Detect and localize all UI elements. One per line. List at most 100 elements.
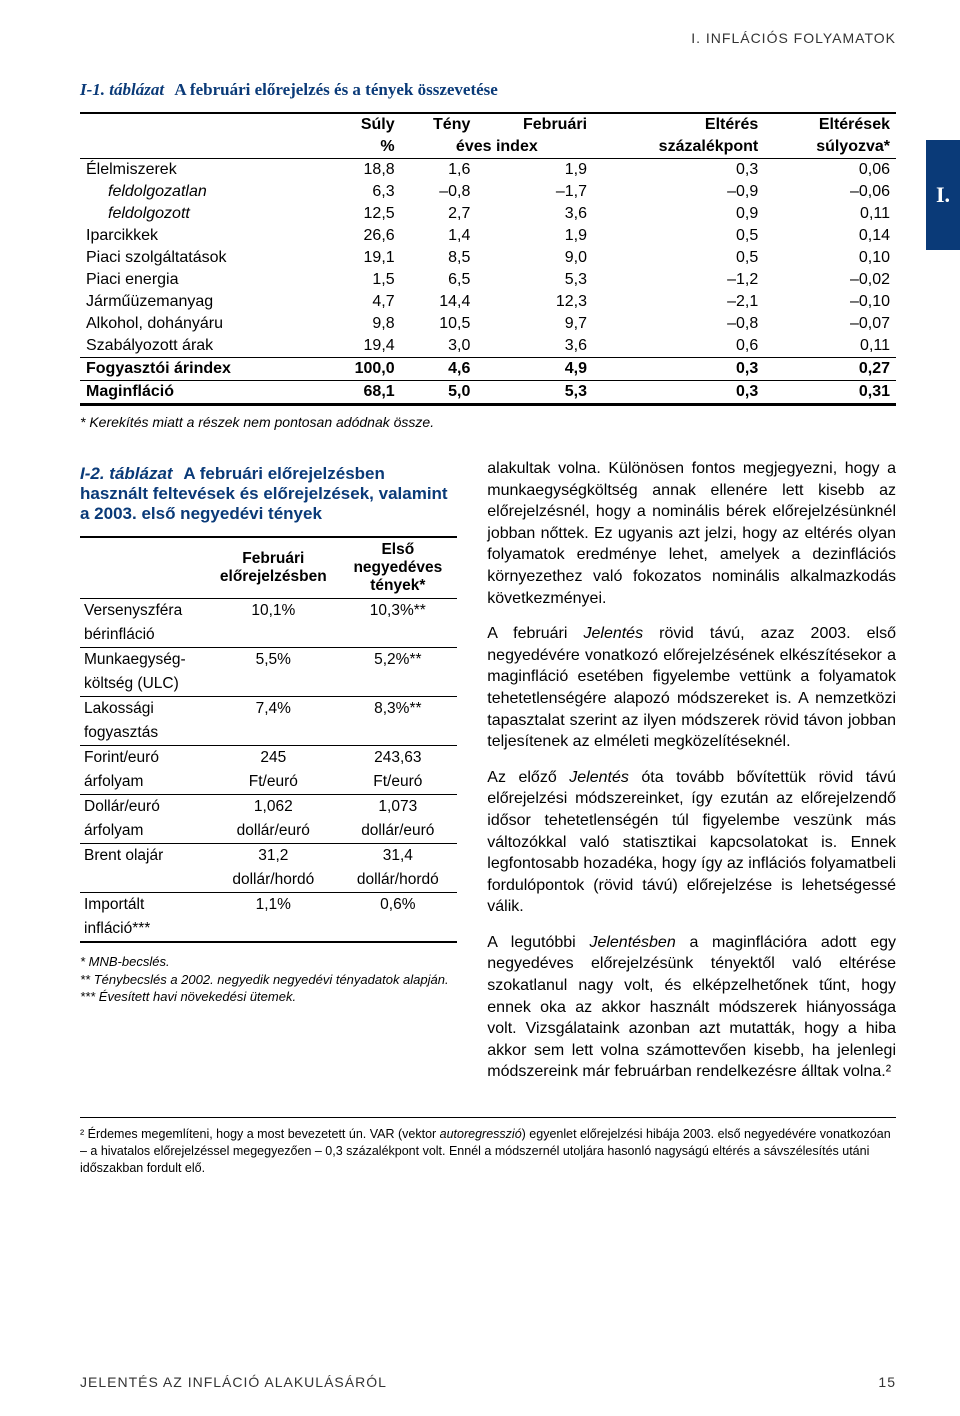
t2-cell (208, 623, 338, 648)
t2-cell: dollár/euró (208, 819, 338, 844)
t1-row-label: Járműüzemanyag (80, 291, 321, 313)
t2-row-label: Munkaegység- (80, 648, 208, 673)
t2-cell: dollár/euró (338, 819, 457, 844)
t1-cell: 0,14 (764, 225, 896, 247)
t1-cell: 6,3 (321, 181, 401, 203)
t2-cell: 8,3%** (338, 697, 457, 722)
t1-h-pct: % (321, 136, 401, 159)
t1-row-label: feldolgozott (80, 203, 321, 225)
section-tab: I. (926, 140, 960, 250)
t1-cell: 6,5 (401, 269, 477, 291)
t1-total-cell: 5,3 (476, 381, 593, 404)
t2-cell: 243,63 (338, 746, 457, 771)
t2-cell: 10,1% (208, 599, 338, 624)
t1-cell: 0,5 (593, 225, 764, 247)
t1-cell: 8,5 (401, 247, 477, 269)
t1-h-eltsuly: Eltérések (764, 113, 896, 136)
table1-footnote: * Kerekítés miatt a részek nem pontosan … (80, 414, 896, 430)
t2-cell: 5,5% (208, 648, 338, 673)
t1-cell: 9,8 (321, 313, 401, 335)
running-head: I. INFLÁCIÓS FOLYAMATOK (80, 30, 896, 46)
p2c: rövid távú, azaz 2003. első negyedévére … (487, 625, 896, 750)
t1-cell: 3,0 (401, 335, 477, 358)
t1-cell: 12,3 (476, 291, 593, 313)
table1-caption-num: I-1. táblázat (80, 80, 164, 99)
t2-row-label (80, 868, 208, 893)
p2b: Jelentés (583, 625, 643, 642)
t1-cell: –0,10 (764, 291, 896, 313)
t1-cell: 14,4 (401, 291, 477, 313)
t1-total-cell: 0,27 (764, 358, 896, 381)
t1-row-label: Piaci szolgáltatások (80, 247, 321, 269)
t2-h2: Első negyedéves tények* (338, 537, 457, 599)
t2-row-label: Versenyszféra (80, 599, 208, 624)
t1-h-febr: Februári (476, 113, 593, 136)
t1-cell: 0,3 (593, 159, 764, 182)
t1-cell: 1,6 (401, 159, 477, 182)
t1-cell: 1,4 (401, 225, 477, 247)
t2-cell (338, 623, 457, 648)
fn2-ital: autoregresszió (440, 1127, 522, 1141)
t1-cell: 0,11 (764, 203, 896, 225)
t2-note-a: * MNB-becslés. (80, 953, 457, 971)
table1: Súly Tény Februári Eltérés Eltérések % é… (80, 112, 896, 406)
p3b: Jelentés (569, 769, 629, 786)
t1-cell: 0,06 (764, 159, 896, 182)
t1-h-teny: Tény (401, 113, 477, 136)
t2-row-label: Forint/euró (80, 746, 208, 771)
t2-row-label: Brent olajár (80, 844, 208, 869)
t1-cell: 19,4 (321, 335, 401, 358)
t2-row-label: fogyasztás (80, 721, 208, 746)
table1-caption-title: A februári előrejelzés és a tények össze… (174, 80, 498, 99)
t2-cell: Ft/euró (208, 770, 338, 795)
t1-cell: –0,02 (764, 269, 896, 291)
t1-cell: –0,06 (764, 181, 896, 203)
body-text: alakultak volna. Különösen fontos megjeg… (487, 458, 896, 1097)
t1-total-cell: 0,31 (764, 381, 896, 404)
t1-cell: 18,8 (321, 159, 401, 182)
t1-cell: –0,07 (764, 313, 896, 335)
p4a: A legutóbbi (487, 934, 589, 951)
t1-cell: 9,0 (476, 247, 593, 269)
t1-cell: –0,9 (593, 181, 764, 203)
t2-cell: 1,062 (208, 795, 338, 820)
t2-cell: 1,1% (208, 893, 338, 918)
t1-row-label: Élelmiszerek (80, 159, 321, 182)
t1-h-pp: százalékpont (593, 136, 764, 159)
t1-total-label: Maginfláció (80, 381, 321, 404)
t1-h-idx-l: éves index (456, 138, 538, 155)
p2a: A februári (487, 625, 583, 642)
p4b: Jelentésben (589, 934, 675, 951)
t1-total-cell: 5,0 (401, 381, 477, 404)
t2-cell: 5,2%** (338, 648, 457, 673)
table2-caption: I-2. táblázat A februári előrejelzésben … (80, 464, 457, 524)
t1-total-cell: 0,3 (593, 381, 764, 404)
t2-row-label: Dollár/euró (80, 795, 208, 820)
t2-cell: Ft/euró (338, 770, 457, 795)
t1-cell: –0,8 (593, 313, 764, 335)
t1-cell: 1,9 (476, 225, 593, 247)
t2-cell: dollár/hordó (208, 868, 338, 893)
t1-cell: –2,1 (593, 291, 764, 313)
t2-h1: Februári előrejelzésben (208, 537, 338, 599)
t2-cell: 10,3%** (338, 599, 457, 624)
t2-row-label: infláció*** (80, 917, 208, 942)
t2-cell: 31,2 (208, 844, 338, 869)
t1-cell: 4,7 (321, 291, 401, 313)
p3c: óta tovább bővítettük rövid távú előreje… (487, 769, 896, 916)
t2-cell: 31,4 (338, 844, 457, 869)
table2-notes: * MNB-becslés. ** Ténybecslés a 2002. ne… (80, 953, 457, 1006)
t1-h-suly: Súly (321, 113, 401, 136)
t1-h-elt: Eltérés (593, 113, 764, 136)
t1-cell: 1,5 (321, 269, 401, 291)
p3a: Az előző (487, 769, 569, 786)
t1-total-label: Fogyasztói árindex (80, 358, 321, 381)
t2-cell: 1,073 (338, 795, 457, 820)
t2-cell (208, 721, 338, 746)
para-1: alakultak volna. Különösen fontos megjeg… (487, 458, 896, 609)
footnote-2: ² Érdemes megemlíteni, hogy a most bevez… (80, 1117, 896, 1177)
t2-cell (338, 917, 457, 942)
t2-row-label: költség (ULC) (80, 672, 208, 697)
t1-total-cell: 4,6 (401, 358, 477, 381)
t1-cell: 0,11 (764, 335, 896, 358)
